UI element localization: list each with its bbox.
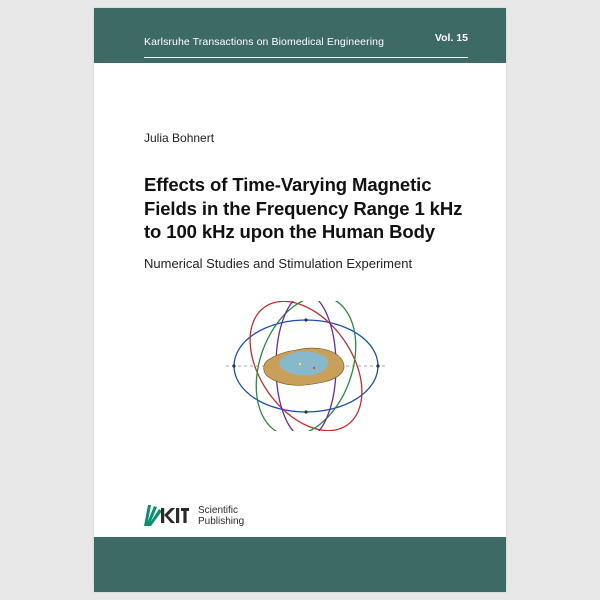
series-title: Karlsruhe Transactions on Biomedical Eng…	[144, 36, 384, 48]
kit-logo-icon	[144, 505, 189, 526]
footer-band-bg	[94, 537, 506, 592]
book-subtitle: Numerical Studies and Stimulation Experi…	[144, 256, 468, 271]
author-name: Julia Bohnert	[144, 131, 468, 145]
field-coil-diagram-icon	[216, 301, 396, 431]
book-title: Effects of Time-Varying Magnetic Fields …	[144, 173, 468, 244]
publisher-line2: Publishing	[198, 516, 244, 527]
publisher-line1: Scientific	[198, 505, 244, 516]
header-band: Karlsruhe Transactions on Biomedical Eng…	[94, 32, 506, 58]
publisher-name: Scientific Publishing	[198, 505, 244, 527]
volume-label: Vol. 15	[435, 32, 468, 44]
book-cover: Karlsruhe Transactions on Biomedical Eng…	[94, 8, 506, 592]
cover-figure-wrap	[144, 301, 468, 431]
publisher: Scientific Publishing	[144, 505, 468, 527]
publisher-block: Scientific Publishing	[144, 505, 468, 537]
